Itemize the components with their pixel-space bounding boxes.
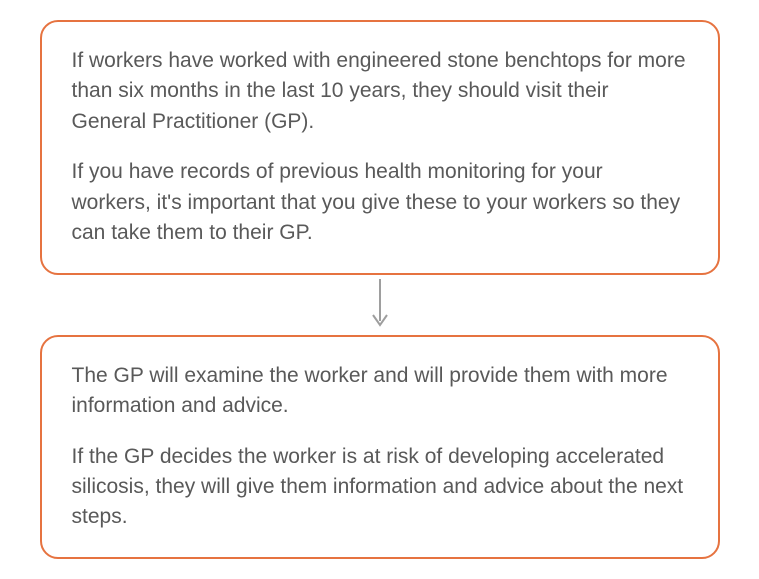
arrow-connector (30, 275, 729, 335)
info-box-1: If workers have worked with engineered s… (40, 20, 720, 275)
info-box-2-paragraph-2: If the GP decides the worker is at risk … (72, 442, 688, 533)
info-box-2: The GP will examine the worker and will … (40, 335, 720, 559)
info-box-2-paragraph-1: The GP will examine the worker and will … (72, 361, 688, 422)
arrow-down-icon (368, 277, 392, 333)
info-box-1-paragraph-1: If workers have worked with engineered s… (72, 46, 688, 137)
info-box-1-paragraph-2: If you have records of previous health m… (72, 157, 688, 248)
